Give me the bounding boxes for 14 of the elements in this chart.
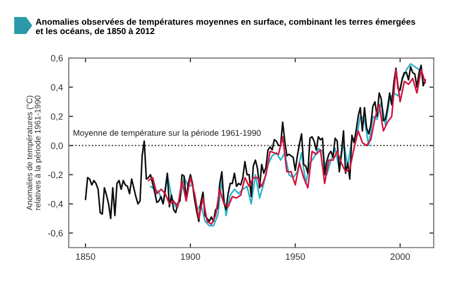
chart-title: Anomalies observées de températures moyennes en surface, combinant les terres émergées et les océans, de 1850 à 2012 <box>36 18 416 36</box>
y-tick-label: 0,4 <box>50 84 63 92</box>
x-tick-label: 1900 <box>181 253 200 260</box>
x-tick-label: 1850 <box>76 253 96 260</box>
y-tick-label: 0,0 <box>50 142 63 150</box>
x-tick-label: 2000 <box>390 253 410 260</box>
y-axis-title: Anomalies de températures (°C) relatives à la période 1961-1990 <box>26 96 42 210</box>
y-tick-label: -0,2 <box>48 172 63 180</box>
y-tick-label: 0,6 <box>50 54 63 62</box>
y-tick-label: -0,4 <box>48 200 63 208</box>
y-tick-label: 0,2 <box>50 113 63 121</box>
y-tick-label: -0,6 <box>48 230 63 238</box>
ref-line-label: Moyenne de température sur la période 1961-1990 <box>74 130 261 138</box>
x-tick-label: 1950 <box>286 253 305 260</box>
